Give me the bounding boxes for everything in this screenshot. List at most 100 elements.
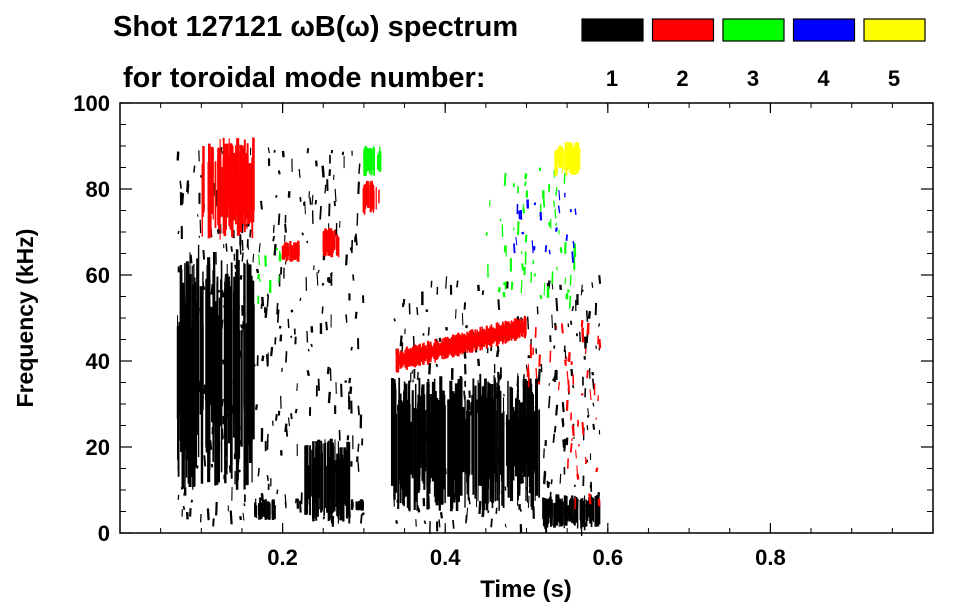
spectrum-fragment: [411, 403, 414, 412]
spectrum-fragment: [495, 349, 500, 358]
spectrum-fragment: [250, 390, 253, 398]
y-tick-label: 80: [86, 177, 110, 202]
spectrum-fragment: [416, 306, 419, 316]
spectrum-fragment: [216, 351, 220, 366]
spectrum-fragment: [502, 291, 506, 298]
spectrum-fragment: [513, 243, 516, 254]
spectrum-fragment: [225, 243, 228, 252]
spectrum-fragment: [227, 276, 231, 290]
spectrum-fragment: [334, 463, 338, 473]
spectrum-fragment: [314, 160, 318, 167]
spectrum-fragment: [564, 439, 567, 450]
spectrum-fragment: [341, 462, 344, 476]
spectrum-fragment: [344, 254, 348, 266]
spectrum-fragment: [571, 305, 575, 312]
spectrum-fragment: [337, 474, 340, 482]
spectrum-fragment: [399, 335, 403, 347]
spectrum-fragment: [298, 169, 301, 178]
spectrum-fragment: [481, 290, 485, 296]
spectrum-fragment: [509, 417, 512, 427]
spectrum-fragment: [498, 431, 501, 435]
spectrum-fragment: [326, 488, 330, 493]
spectrum-fragment: [553, 345, 556, 349]
spectrum-fragment: [216, 228, 220, 235]
spectrum-fragment: [177, 230, 180, 235]
spectrum-fragment: [559, 473, 562, 484]
spectrum-fragment: [284, 423, 288, 433]
spectrum-fragment: [463, 390, 466, 400]
spectrum-fragment: [571, 425, 575, 437]
spectrum-fragment: [294, 408, 298, 414]
spectrum-fragment: [587, 311, 592, 319]
spectrum-fragment: [258, 254, 261, 266]
spectrum-fragment: [563, 172, 566, 184]
spectrum-fragment: [428, 362, 432, 375]
spectrum-fragment: [561, 418, 565, 426]
spectrum-fragment: [228, 465, 232, 473]
spectrum-fragment: [298, 500, 302, 513]
spectrum-fragment: [209, 440, 213, 450]
spectrum-fragment: [208, 400, 211, 405]
spectrum-fragment: [290, 413, 293, 420]
spectrum-fragment: [416, 504, 420, 510]
spectrum-fragment: [400, 475, 404, 480]
spectrum-fragment: [304, 201, 306, 215]
spectrum-fragment: [187, 442, 190, 455]
spectrum-fragment: [287, 318, 290, 329]
spectrum-fragment: [465, 514, 468, 524]
spectrum-fragment: [509, 450, 513, 461]
spectrum-fragment: [322, 516, 326, 520]
chart-title-line1: Shot 127121 ωB(ω) spectrum: [113, 11, 518, 43]
spectrum-fragment: [186, 180, 190, 193]
spectrum-fragment: [196, 465, 199, 469]
spectrum-fragment: [485, 232, 488, 236]
spectrum-fragment: [488, 199, 491, 207]
spectrum-fragment: [285, 351, 288, 363]
spectrum-fragment: [531, 429, 534, 439]
spectrum-fragment: [261, 296, 265, 307]
spectrum-fragment: [267, 147, 270, 154]
spectrum-fragment: [214, 448, 217, 456]
legend-label-mode-4: 4: [817, 66, 830, 91]
spectrum-fragment: [452, 493, 457, 503]
spectrum-fragment: [258, 243, 261, 253]
spectrum-fragment: [535, 367, 538, 380]
spectrum-fragment: [222, 304, 225, 308]
spectrum-fragment: [264, 307, 268, 318]
spectrum-region-mode-3: [363, 146, 382, 177]
spectrum-fragment: [266, 475, 269, 481]
spectrum-fragment: [581, 421, 585, 436]
spectrum-fragment: [239, 515, 243, 521]
spectrum-fragment: [585, 310, 589, 322]
spectrum-fragment: [301, 232, 304, 236]
spectrum-fragment: [287, 417, 291, 427]
spectrum-fragment: [564, 277, 567, 285]
spectrum-fragment: [556, 266, 558, 271]
spectrum-fragment: [543, 471, 547, 485]
spectrum-fragment: [190, 499, 194, 503]
spectrum-fragment: [217, 289, 221, 293]
spectrum-fragment: [393, 431, 397, 445]
spectrum-fragment: [537, 368, 541, 382]
spectrum-fragment: [521, 475, 524, 484]
legend-label-mode-5: 5: [888, 66, 900, 91]
spectrum-fragment: [233, 280, 236, 295]
spectrum-fragment: [306, 240, 309, 244]
spectrum-fragment: [179, 387, 183, 401]
spectrum-fragment: [583, 504, 586, 510]
spectrum-fragment: [261, 355, 265, 362]
legend: 1 2 3 4 5: [581, 18, 926, 91]
spectrum-fragment: [264, 255, 267, 267]
spectrum-fragment: [215, 501, 218, 516]
spectrum-fragment: [210, 284, 214, 295]
spectrum-region-mode-5: [554, 141, 581, 176]
spectrum-fragment: [456, 280, 459, 288]
spectrum-fragment: [554, 208, 557, 219]
spectrum-fragment: [284, 494, 287, 507]
spectrum-fragment: [226, 412, 229, 419]
spectrum-fragment: [482, 508, 485, 516]
spectrum-fragment: [244, 379, 248, 391]
spectrum-fragment: [241, 252, 244, 262]
spectrum-fragment: [598, 338, 602, 349]
spectrum-fragment: [592, 423, 596, 430]
